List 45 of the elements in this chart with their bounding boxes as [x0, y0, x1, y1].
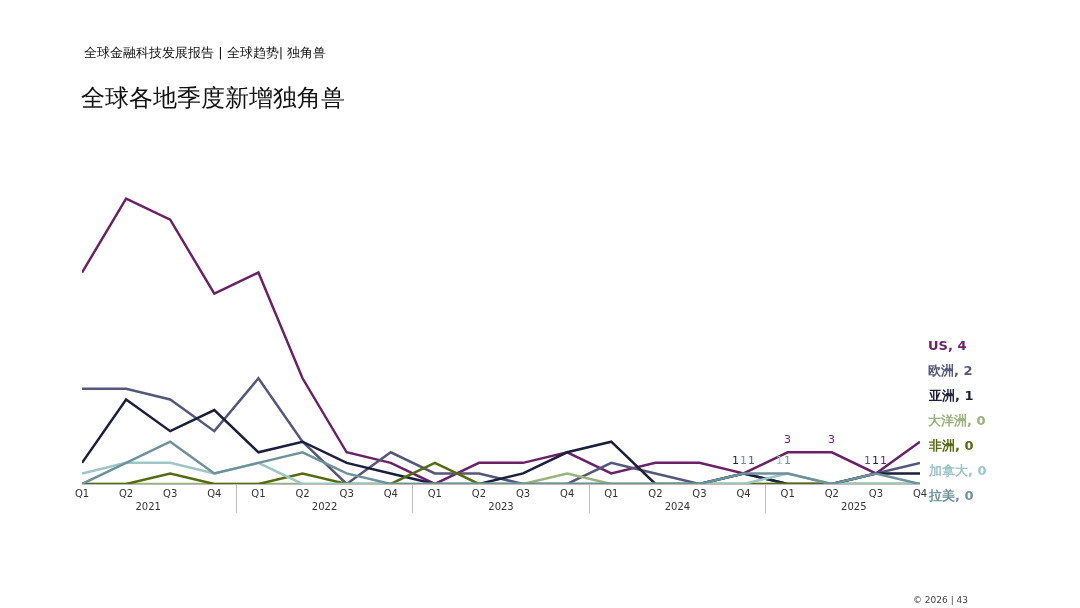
- data-label: 1: [880, 454, 887, 467]
- x-tick-label: Q2: [118, 488, 134, 499]
- text: 2024: [664, 501, 691, 512]
- x-tick-label: Q1: [604, 488, 619, 499]
- data-label: 1: [740, 454, 747, 467]
- data-label: 3: [828, 433, 835, 446]
- x-tick-label: Q2: [648, 488, 663, 499]
- x-tick-label: Q3: [515, 488, 531, 499]
- text: 大洋洲, 0: [928, 413, 986, 428]
- text: US, 4: [928, 338, 967, 353]
- data-label: 1: [748, 454, 755, 467]
- text: 欧洲, 2: [928, 363, 973, 378]
- text: © 2026 | 43: [913, 595, 968, 605]
- x-tick-label: Q3: [339, 488, 354, 499]
- x-tick-label: Q1: [74, 488, 90, 499]
- text: 亚洲, 1: [928, 388, 974, 403]
- data-label: 1: [732, 454, 739, 467]
- x-tick-label: Q2: [824, 488, 839, 499]
- x-tick-label: Q1: [251, 488, 266, 499]
- data-label: 1: [784, 454, 791, 467]
- x-tick-label: Q3: [868, 488, 884, 499]
- text: 2022: [311, 501, 338, 512]
- text: 2025: [841, 501, 867, 512]
- x-tick-label: Q2: [471, 488, 487, 499]
- text: 2023: [488, 501, 514, 512]
- x-tick-label: Q3: [163, 488, 178, 499]
- data-label: 1: [864, 454, 871, 467]
- text: 2021: [135, 501, 161, 512]
- x-tick-label: Q1: [780, 488, 795, 499]
- series-label: 加拿大, 0: [928, 463, 987, 478]
- x-tick-label: Q4: [383, 488, 398, 499]
- chart-title: 全球各地季度新增独角兽: [81, 83, 345, 112]
- x-tick-label: Q4: [207, 488, 222, 499]
- data-label: 3: [784, 433, 791, 446]
- data-label: 1: [872, 454, 879, 467]
- x-tick-label: Q4: [912, 488, 928, 499]
- data-label: 1: [776, 454, 783, 467]
- text: 非洲, 0: [928, 438, 974, 453]
- x-tick-label: Q4: [560, 488, 575, 499]
- x-tick-label: Q2: [295, 488, 310, 499]
- chart-subtitle: 全球金融科技发展报告 | 全球趋势| 独角兽: [84, 45, 327, 60]
- series-label: 拉美, 0: [928, 488, 974, 503]
- x-tick-label: Q3: [692, 488, 707, 499]
- x-tick-label: Q4: [736, 488, 751, 499]
- x-tick-label: Q1: [427, 488, 442, 499]
